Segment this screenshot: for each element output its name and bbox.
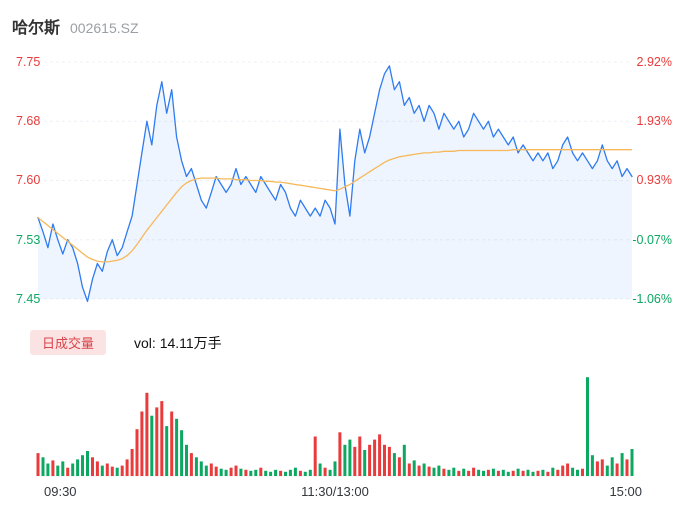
volume-legend: 日成交量 vol: 14.11万手 bbox=[30, 330, 222, 355]
header: 哈尔斯 002615.SZ bbox=[12, 14, 139, 38]
volume-tab-badge[interactable]: 日成交量 bbox=[30, 330, 107, 355]
percent-tick: -0.07% bbox=[632, 233, 672, 247]
time-tick-close: 15:00 bbox=[609, 484, 642, 499]
volume-value: vol: 14.11万手 bbox=[134, 334, 222, 351]
time-tick-open: 09:30 bbox=[44, 484, 77, 499]
stock-code: 002615.SZ bbox=[70, 20, 139, 36]
percent-tick: 2.92% bbox=[636, 55, 672, 69]
price-tick: 7.60 bbox=[16, 173, 41, 187]
price-tick: 7.45 bbox=[16, 292, 41, 306]
time-tick-noon: 11:30/13:00 bbox=[301, 484, 369, 499]
price-tick: 7.75 bbox=[16, 55, 41, 69]
percent-tick: -1.06% bbox=[632, 292, 672, 306]
percent-tick: 0.93% bbox=[636, 173, 672, 187]
price-tick: 7.53 bbox=[16, 233, 41, 247]
stock-name: 哈尔斯 bbox=[12, 20, 61, 37]
percent-tick: 1.93% bbox=[636, 114, 672, 128]
price-tick: 7.68 bbox=[16, 114, 41, 128]
